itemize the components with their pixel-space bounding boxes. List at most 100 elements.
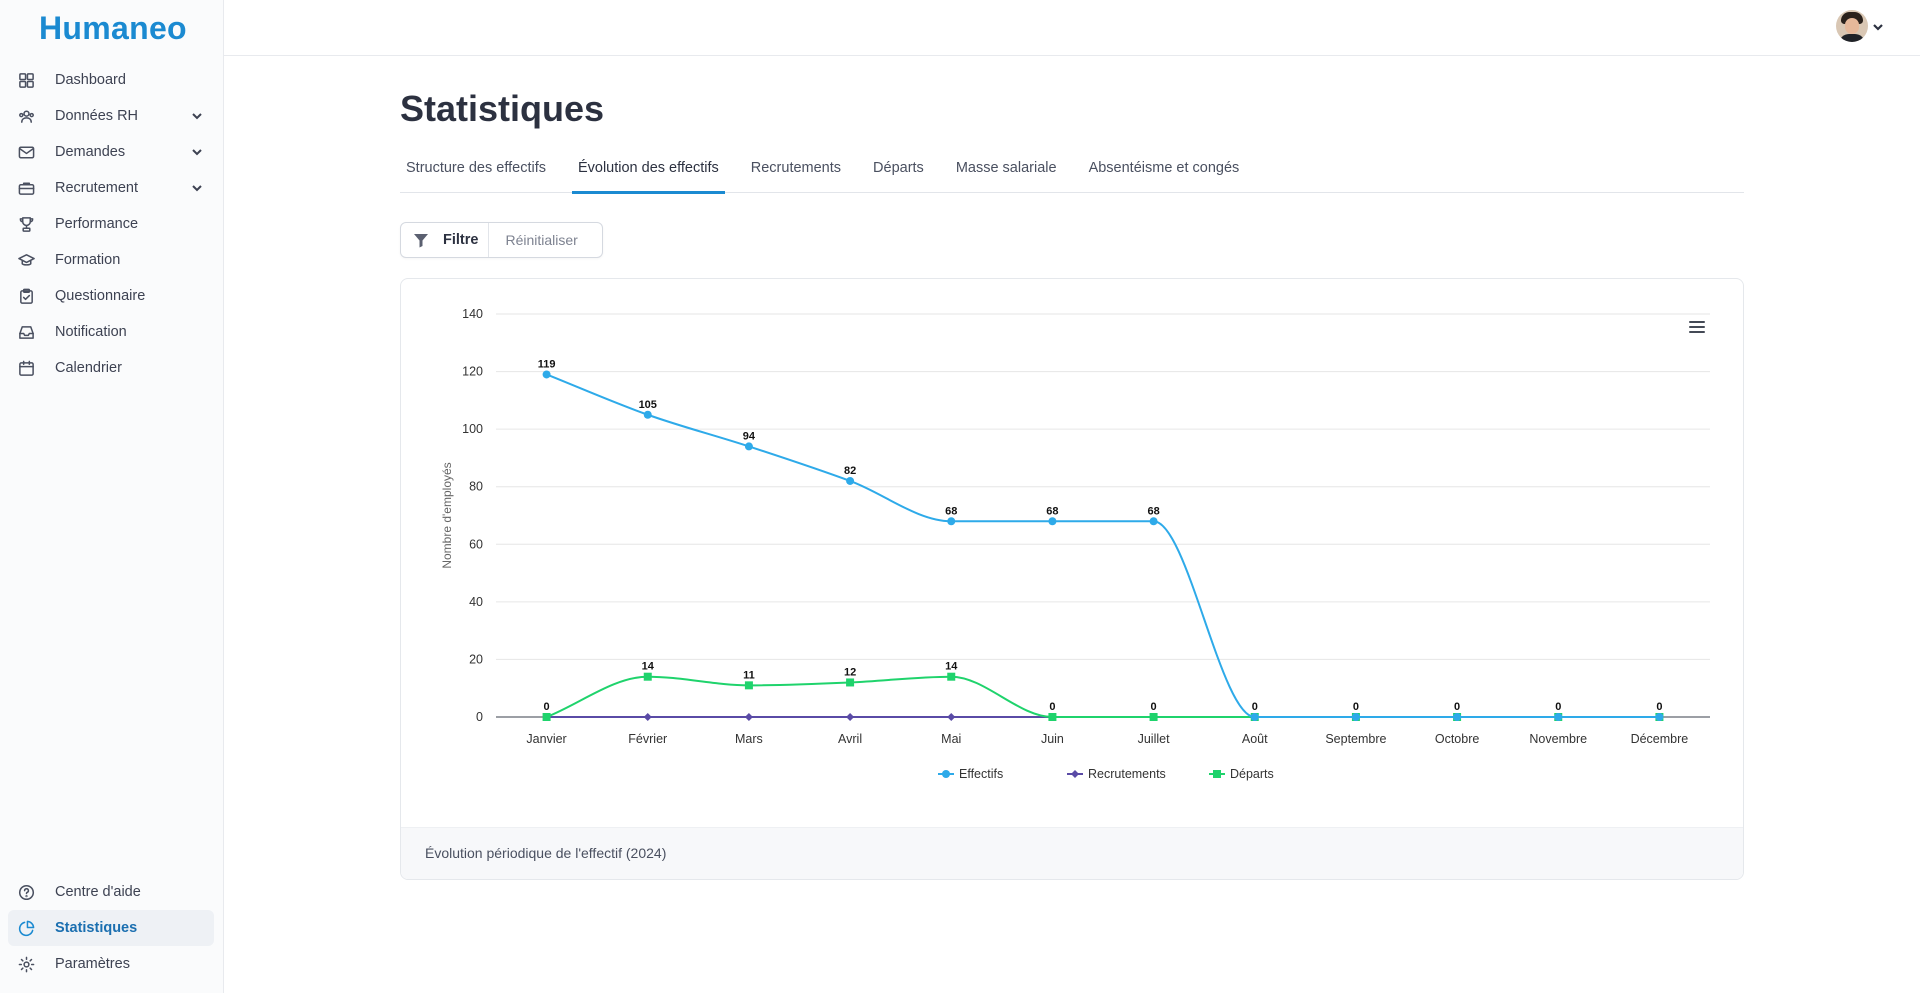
sidebar-item-label: Formation (55, 252, 121, 268)
legend-marker (942, 770, 950, 778)
data-point (947, 672, 956, 681)
data-label: 105 (639, 399, 657, 411)
chart-menu-icon[interactable] (1689, 321, 1705, 335)
tab-absenteisme-et-conges[interactable]: Absentéisme et congés (1088, 160, 1240, 176)
sidebar-item-recrutement[interactable]: Recrutement (8, 170, 214, 206)
y-tick-label: 140 (462, 307, 483, 321)
tab-evolution-des-effectifs[interactable]: Évolution des effectifs (571, 155, 725, 194)
sidebar-item-label: Recrutement (55, 180, 139, 196)
sidebar-item-dashboard[interactable]: Dashboard (8, 62, 214, 98)
sidebar-item-calendrier[interactable]: Calendrier (8, 350, 214, 386)
sidebar-item-performance[interactable]: Performance (8, 206, 214, 242)
sidebar-nav: Dashboard Données RH Demandes Recrutement Pe… (8, 62, 214, 386)
users-icon (17, 107, 35, 125)
data-point (1554, 713, 1563, 721)
data-point (1149, 517, 1158, 526)
data-label: 0 (1555, 701, 1561, 713)
user-avatar[interactable] (1836, 10, 1868, 42)
x-tick-label: Janvier (526, 732, 566, 746)
data-label: 0 (1656, 701, 1662, 713)
tab-bar: Structure des effectifs Évolution des eff… (400, 155, 1744, 194)
data-label: 68 (945, 505, 957, 517)
data-label: 0 (1454, 701, 1460, 713)
sidebar-item-centre-d-aide[interactable]: Centre d'aide (8, 874, 214, 910)
data-label: 11 (743, 669, 755, 681)
x-tick-label: Novembre (1529, 732, 1587, 746)
data-point (1048, 713, 1057, 721)
calendar-icon (17, 359, 35, 377)
data-label: 0 (544, 701, 550, 713)
data-label: 14 (642, 661, 655, 673)
sidebar-item-label: Centre d'aide (55, 884, 141, 900)
y-tick-label: 20 (469, 652, 483, 666)
topbar (224, 0, 1920, 56)
data-label: 12 (844, 666, 856, 678)
y-tick-label: 40 (469, 595, 483, 609)
data-point (744, 442, 753, 451)
x-tick-label: Août (1242, 732, 1268, 746)
sidebar-item-label: Paramètres (55, 956, 130, 972)
funnel-icon (414, 234, 428, 248)
filter-button[interactable]: Filtre (401, 223, 490, 257)
series-line-effectifs (546, 373, 1660, 718)
x-tick-label: Mars (735, 732, 763, 746)
chart-footer: Évolution périodique de l'effectif (2024… (401, 827, 1743, 879)
tab-departs[interactable]: Départs (873, 160, 924, 176)
page-title: Statistiques (400, 88, 605, 129)
chevron-down-icon[interactable] (190, 109, 204, 123)
sidebar-item-formation[interactable]: Formation (8, 242, 214, 278)
chevron-down-icon[interactable] (190, 181, 204, 195)
sidebar-item-label: Performance (55, 216, 139, 232)
legend-marker (1071, 770, 1079, 778)
data-label: 94 (743, 430, 756, 442)
sidebar: Humaneo Dashboard Données RH Demandes Recru… (0, 0, 224, 993)
chevron-down-icon[interactable] (1872, 20, 1884, 32)
tab-structure-des-effectifs[interactable]: Structure des effectifs (406, 160, 546, 176)
data-point (744, 681, 753, 690)
x-tick-label: Mai (941, 732, 961, 746)
sidebar-item-label: Dashboard (55, 72, 126, 88)
data-point (1351, 713, 1360, 721)
sidebar-item-donnees-rh[interactable]: Données RH (8, 98, 214, 134)
sidebar-item-parametres[interactable]: Paramètres (8, 946, 214, 982)
x-tick-label: Septembre (1325, 732, 1386, 746)
data-point (1655, 713, 1664, 721)
pie-chart-icon (17, 919, 35, 937)
sidebar-item-label: Questionnaire (55, 288, 146, 304)
reset-button[interactable]: Réinitialiser (505, 232, 578, 248)
x-tick-label: Décembre (1631, 732, 1689, 746)
mail-icon (17, 143, 35, 161)
data-point (1250, 713, 1259, 721)
data-point (846, 713, 855, 721)
trophy-icon (17, 215, 35, 233)
data-label: 68 (1046, 505, 1058, 517)
sidebar-item-label: Données RH (55, 108, 139, 124)
legend-label: Recrutements (1088, 767, 1166, 781)
chevron-down-icon[interactable] (190, 145, 204, 159)
clipboard-icon (17, 287, 35, 305)
data-point (643, 713, 652, 721)
grid-icon (17, 71, 35, 89)
tab-recrutements[interactable]: Recrutements (750, 160, 842, 176)
sidebar-item-label: Statistiques (55, 920, 138, 936)
legend-marker (1213, 770, 1221, 778)
data-point (643, 410, 652, 419)
data-label: 82 (844, 465, 856, 477)
sidebar-item-demandes[interactable]: Demandes (8, 134, 214, 170)
x-tick-label: Février (628, 732, 667, 746)
data-point (846, 476, 855, 485)
data-label: 0 (1151, 701, 1157, 713)
sidebar-item-notification[interactable]: Notification (8, 314, 214, 350)
sidebar-nav-bottom: Centre d'aide Statistiques Paramètres (8, 874, 214, 982)
sidebar-item-questionnaire[interactable]: Questionnaire (8, 278, 214, 314)
data-point (744, 713, 753, 721)
chart-caption: Évolution périodique de l'effectif (2024… (425, 845, 667, 861)
legend-label: Départs (1230, 767, 1274, 781)
data-label: 68 (1147, 505, 1159, 517)
sidebar-item-statistiques[interactable]: Statistiques (8, 910, 214, 946)
tab-masse-salariale[interactable]: Masse salariale (955, 160, 1057, 176)
data-label: 0 (1252, 701, 1258, 713)
app-logo[interactable]: Humaneo (39, 10, 187, 46)
filter-bar: Filtre Réinitialiser (400, 222, 603, 258)
